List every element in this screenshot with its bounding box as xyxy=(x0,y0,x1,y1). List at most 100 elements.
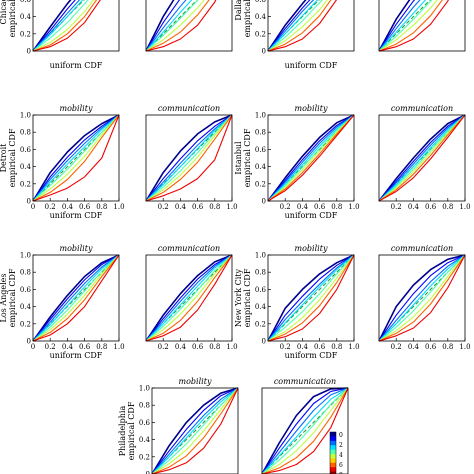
x-tick-label: 0.6 xyxy=(425,343,437,351)
x-tick-label: 0.8 xyxy=(209,203,220,211)
axes-frame xyxy=(151,387,239,474)
cdf-series-line xyxy=(32,114,120,202)
axes-frame xyxy=(267,254,355,342)
axes-frame xyxy=(32,254,120,342)
colorbar-segment xyxy=(330,458,336,464)
cdf-series-line xyxy=(267,114,355,202)
cdf-series-line xyxy=(145,0,217,52)
panel-title: communication xyxy=(158,104,220,113)
panel-title: communication xyxy=(158,244,220,253)
cdf-series-line xyxy=(378,114,466,202)
x-tick-label: 1.0 xyxy=(226,203,237,211)
cdf-series-line xyxy=(378,114,466,202)
colorbar-segment xyxy=(330,445,336,451)
y-axis-title: empirical CDF xyxy=(127,401,136,460)
city-name-label: Detroit xyxy=(0,143,8,173)
cdf-series-line xyxy=(145,114,233,202)
y-tick-label: 0.2 xyxy=(139,453,150,461)
y-tick-label: 0.2 xyxy=(20,180,31,188)
cdf-series-line xyxy=(32,254,120,342)
cdf-series-line xyxy=(378,114,466,202)
x-axis-title: uniform CDF xyxy=(285,351,338,360)
y-tick-label: 0.8 xyxy=(20,129,31,137)
cdf-series-line xyxy=(261,387,349,474)
cdf-series-line xyxy=(378,254,466,342)
cdf-series-line xyxy=(32,0,101,52)
cdf-series-line xyxy=(32,254,120,342)
x-tick-label: 1.0 xyxy=(113,343,124,351)
cdf-series-line xyxy=(32,254,120,342)
colorbar-tick-label: 6 xyxy=(339,462,343,469)
x-axis-title: uniform CDF xyxy=(50,61,103,70)
cdf-series-line xyxy=(267,0,323,52)
y-tick-label: 0.8 xyxy=(255,269,266,277)
y-tick-label: 0.6 xyxy=(255,0,267,4)
cdf-series-line xyxy=(267,0,315,52)
cdf-series-line xyxy=(267,114,355,202)
x-tick-label: 0.8 xyxy=(96,203,107,211)
axes-frame xyxy=(267,0,355,52)
y-tick-label: 0.4 xyxy=(20,13,32,21)
x-tick-label: 1.0 xyxy=(226,343,237,351)
x-tick-label: 0.8 xyxy=(442,343,453,351)
y-tick-label: 0.4 xyxy=(139,436,151,444)
cdf-series-line xyxy=(32,114,120,202)
y-axis-title: empirical CDF xyxy=(8,0,17,37)
panel-title: communication xyxy=(391,244,453,253)
cdf-series-line xyxy=(32,254,120,342)
city-name-label: Chicago xyxy=(0,0,8,25)
axes-frame xyxy=(32,114,120,202)
y-tick-label: 0.6 xyxy=(255,286,267,294)
cdf-series-line xyxy=(267,0,328,52)
y-tick-label: 0.4 xyxy=(20,303,32,311)
cdf-series-line xyxy=(261,387,349,474)
cdf-series-line xyxy=(378,0,427,52)
cdf-series-line xyxy=(151,387,239,474)
cdf-series-line xyxy=(145,254,233,342)
y-tick-label: 0.6 xyxy=(20,0,32,4)
cdf-series-line xyxy=(151,387,239,474)
y-tick-label: 0 xyxy=(262,198,266,206)
cdf-series-line xyxy=(32,114,120,202)
y-tick-label: 0.2 xyxy=(20,30,31,38)
x-tick-label: 1.0 xyxy=(348,343,359,351)
axes-frame xyxy=(145,254,233,342)
cdf-series-line xyxy=(267,254,355,342)
y-tick-label: 1.0 xyxy=(255,112,266,120)
x-tick-label: 0.6 xyxy=(79,203,91,211)
cdf-series-line xyxy=(145,0,210,52)
x-tick-label: 0.4 xyxy=(175,343,187,351)
x-tick-label: 0.2 xyxy=(280,343,291,351)
panel-istanbul-mobility: mobility 0 0.2 0.4 0.6 0.8 1.0 0.2 0.4 0.6 0.8 1.0 u… xyxy=(234,104,360,220)
panel-detroit-mobility: mobility 0 0.2 0.4 0.6 0.8 1.0 0 0.2 0.4 0.6 0.8 1.0… xyxy=(0,104,125,220)
x-tick-label: 0.6 xyxy=(314,343,326,351)
x-tick-label: 0.8 xyxy=(209,343,220,351)
axes-frame xyxy=(378,114,466,202)
cdf-series-line xyxy=(32,254,120,342)
panel-title: mobility xyxy=(295,104,328,113)
cdf-series-line xyxy=(32,114,120,202)
cdf-series-line xyxy=(32,0,72,52)
y-tick-label: 1.0 xyxy=(20,112,31,120)
cdf-series-line xyxy=(261,387,349,474)
panel-los-angeles-mobility: mobility 0 0.2 0.4 0.6 0.8 1.0 0 0.2 0.4 0.6 0.8 1.0… xyxy=(0,244,125,360)
x-axis-title: uniform CDF xyxy=(50,351,103,360)
cdf-series-line xyxy=(378,254,466,342)
axes-frame xyxy=(145,114,233,202)
x-tick-label: 0.2 xyxy=(391,343,402,351)
x-tick-label: 0.4 xyxy=(297,203,309,211)
cdf-series-line xyxy=(378,254,466,342)
cdf-series-line xyxy=(378,114,466,202)
cdf-series-line xyxy=(267,0,311,52)
panel-philadelphia-mobility: mobility 0 0.2 0.4 0.6 0.8 1.0 Philadelphiaempi… xyxy=(118,377,239,474)
y-tick-label: 0 xyxy=(27,198,31,206)
cdf-series-line xyxy=(145,0,175,52)
uniform-reference-line xyxy=(378,0,431,52)
colorbar-tick-label: 0 xyxy=(339,432,343,439)
x-tick-label: 0.2 xyxy=(45,343,56,351)
panel-title: mobility xyxy=(60,244,93,253)
colorbar: 0 2 4 6 8 xyxy=(329,431,343,474)
x-tick-label: 0.2 xyxy=(158,203,169,211)
y-tick-label: 0.2 xyxy=(255,320,266,328)
x-tick-label: 0.2 xyxy=(158,343,169,351)
